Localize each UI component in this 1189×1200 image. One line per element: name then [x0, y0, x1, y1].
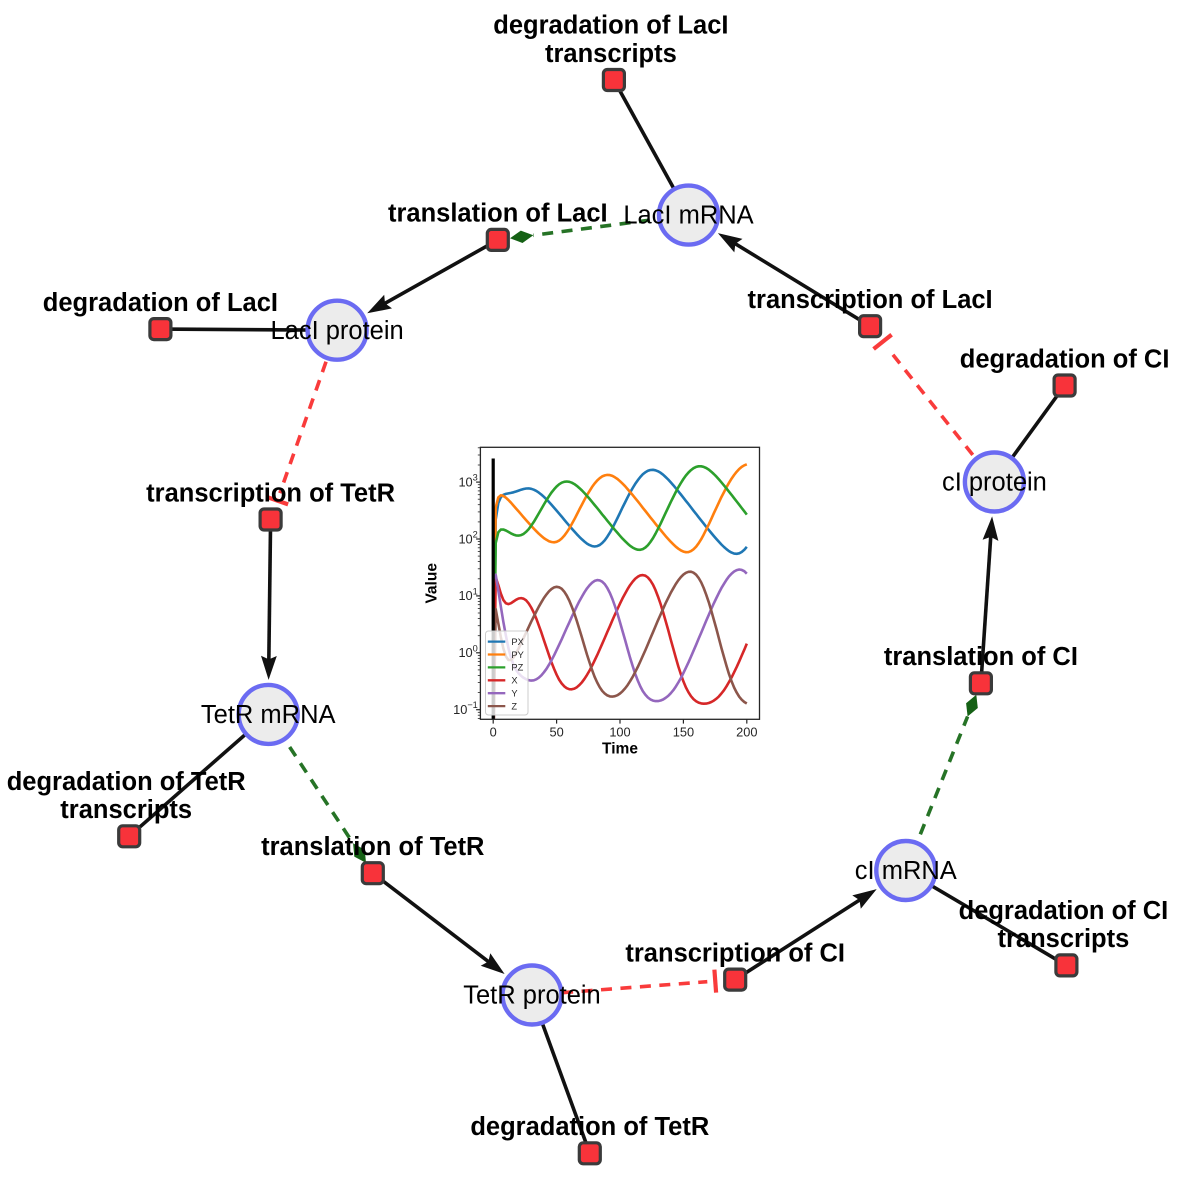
svg-text:LacI mRNA: LacI mRNA — [623, 202, 753, 230]
svg-text:PY: PY — [511, 650, 523, 660]
svg-text:PZ: PZ — [511, 663, 523, 673]
svg-text:cI mRNA: cI mRNA — [855, 857, 957, 885]
svg-text:Time: Time — [602, 741, 638, 758]
svg-text:50: 50 — [549, 725, 563, 740]
svg-text:Z: Z — [511, 701, 517, 711]
svg-text:LacI protein: LacI protein — [270, 317, 403, 345]
svg-text:transcription of TetR: transcription of TetR — [146, 479, 395, 507]
svg-text:transcripts: transcripts — [60, 796, 192, 824]
svg-text:degradation of TetR: degradation of TetR — [470, 1113, 709, 1141]
svg-text:Value: Value — [424, 563, 441, 604]
svg-text:translation of CI: translation of CI — [884, 643, 1078, 671]
svg-text:TetR mRNA: TetR mRNA — [201, 701, 336, 729]
svg-text:degradation of LacI: degradation of LacI — [43, 289, 278, 317]
svg-text:100: 100 — [609, 725, 630, 740]
svg-text:200: 200 — [736, 725, 757, 740]
svg-text:transcription of LacI: transcription of LacI — [748, 286, 993, 314]
svg-text:degradation of CI: degradation of CI — [960, 345, 1170, 373]
svg-text:degradation of CI: degradation of CI — [959, 897, 1169, 925]
svg-text:transcription of CI: transcription of CI — [625, 939, 845, 967]
svg-text:translation of LacI: translation of LacI — [388, 200, 608, 228]
svg-text:transcripts: transcripts — [545, 40, 677, 68]
svg-text:0: 0 — [490, 725, 497, 740]
svg-text:150: 150 — [673, 725, 694, 740]
svg-text:translation of TetR: translation of TetR — [261, 833, 484, 861]
svg-text:cI protein: cI protein — [942, 469, 1047, 497]
svg-text:degradation of LacI: degradation of LacI — [493, 12, 728, 40]
svg-text:X: X — [511, 676, 517, 686]
svg-text:PX: PX — [511, 637, 523, 647]
svg-text:TetR protein: TetR protein — [463, 982, 601, 1010]
svg-text:transcripts: transcripts — [998, 925, 1130, 953]
svg-text:degradation of TetR: degradation of TetR — [7, 768, 246, 796]
svg-text:Y: Y — [511, 689, 517, 699]
